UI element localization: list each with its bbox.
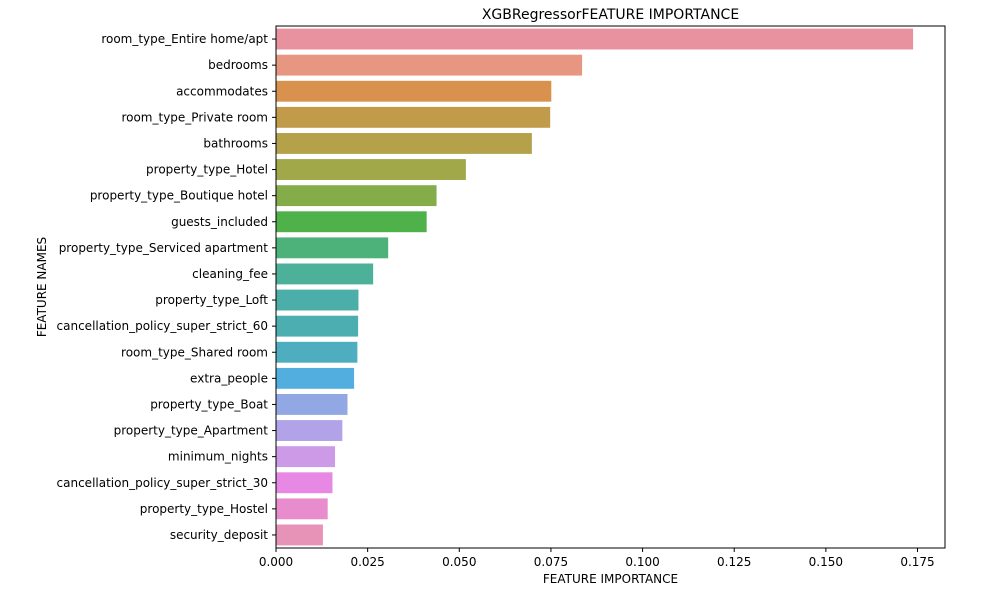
bar-10 xyxy=(276,289,359,311)
y-axis-label: FEATURE NAMES xyxy=(35,237,49,337)
y-tick-label: accommodates xyxy=(176,84,268,98)
bar-19 xyxy=(276,524,323,546)
y-tick-label: cancellation_policy_super_strict_60 xyxy=(57,319,268,333)
y-tick-label: property_type_Apartment xyxy=(114,424,269,438)
bar-9 xyxy=(276,263,374,285)
y-tick-label: cancellation_policy_super_strict_30 xyxy=(57,476,268,490)
chart-title: XGBRegressorFEATURE IMPORTANCE xyxy=(482,7,739,23)
y-tick-label: security_deposit xyxy=(170,528,268,542)
bar-0 xyxy=(276,28,914,50)
bars-layer xyxy=(276,28,914,546)
y-tick-label: bedrooms xyxy=(208,58,268,72)
bar-17 xyxy=(276,472,333,494)
y-tick-label: room_type_Entire home/apt xyxy=(101,32,268,46)
y-tick-label: property_type_Boutique hotel xyxy=(90,189,268,203)
x-axis-label: FEATURE IMPORTANCE xyxy=(543,572,678,586)
bar-14 xyxy=(276,394,348,415)
x-tick-label: 0.025 xyxy=(350,555,384,569)
x-tick-label: 0.125 xyxy=(717,555,751,569)
bar-2 xyxy=(276,80,552,102)
y-tick-label: guests_included xyxy=(171,215,268,229)
y-tick-label: property_type_Loft xyxy=(155,293,268,307)
x-tick-label: 0.000 xyxy=(259,555,293,569)
y-tick-labels: room_type_Entire home/apt bedrooms accommo… xyxy=(57,32,276,542)
y-tick-label: bathrooms xyxy=(203,136,268,150)
x-tick-label: 0.150 xyxy=(809,555,843,569)
bar-6 xyxy=(276,185,437,207)
bar-13 xyxy=(276,367,355,389)
y-tick-label: property_type_Hostel xyxy=(140,502,268,516)
bar-5 xyxy=(276,159,466,180)
y-tick-label: property_type_Boat xyxy=(150,397,268,411)
y-tick-label: property_type_Serviced apartment xyxy=(59,241,269,255)
y-tick-label: cleaning_fee xyxy=(192,267,268,281)
bar-7 xyxy=(276,211,427,233)
bar-18 xyxy=(276,498,328,520)
y-tick-label: room_type_Private room xyxy=(121,110,268,124)
x-tick-label: 0.175 xyxy=(900,555,934,569)
bar-1 xyxy=(276,54,583,76)
x-tick-label: 0.050 xyxy=(442,555,476,569)
bar-15 xyxy=(276,420,343,441)
y-tick-label: property_type_Hotel xyxy=(146,163,268,177)
bar-3 xyxy=(276,106,551,128)
bar-8 xyxy=(276,237,389,259)
bar-4 xyxy=(276,133,532,154)
bar-12 xyxy=(276,341,358,363)
x-tick-label: 0.075 xyxy=(534,555,568,569)
bar-11 xyxy=(276,315,359,337)
x-tick-label: 0.100 xyxy=(625,555,659,569)
y-tick-label: minimum_nights xyxy=(168,450,268,464)
x-axis-ticks: 0.000 0.025 0.050 0.075 0.100 0.125 0.150 0.175 xyxy=(259,548,935,569)
y-tick-label: room_type_Shared room xyxy=(121,345,268,359)
y-tick-label: extra_people xyxy=(190,371,268,385)
bar-16 xyxy=(276,446,336,468)
plot-frame xyxy=(275,25,946,549)
